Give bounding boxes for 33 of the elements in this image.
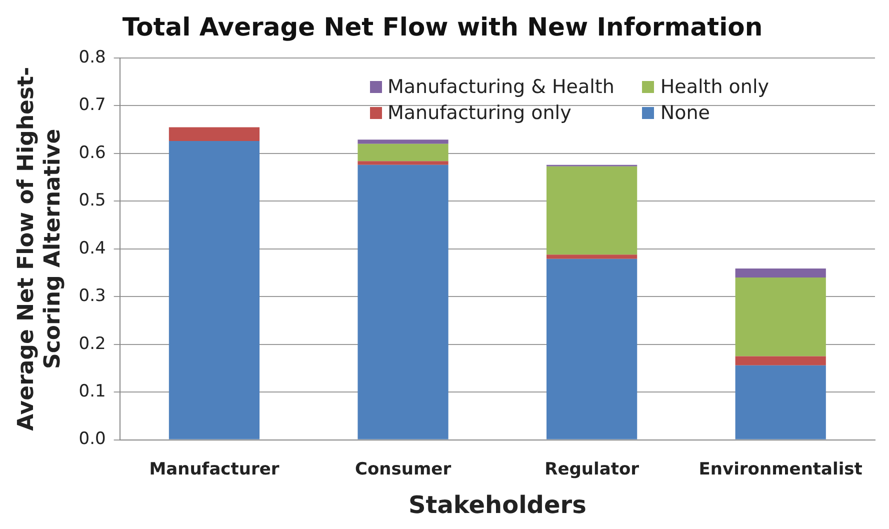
bar — [358, 164, 448, 440]
y-tick-label: 0.0 — [78, 429, 106, 450]
chart-title: Total Average Net Flow with New Information — [122, 12, 763, 42]
y-tick-label: 0.1 — [78, 381, 106, 402]
bar — [358, 161, 448, 165]
bar — [358, 144, 448, 162]
legend-label: Manufacturing only — [388, 102, 572, 124]
bar — [358, 140, 448, 144]
bar — [735, 356, 826, 366]
y-tick-label: 0.7 — [78, 95, 106, 116]
x-tick-label: Manufacturer — [149, 459, 280, 480]
y-tick-label: 0.3 — [78, 286, 106, 306]
bar — [168, 127, 260, 142]
y-tick-label: 0.2 — [78, 334, 106, 354]
x-tick-label: Regulator — [544, 459, 640, 480]
bar — [735, 278, 826, 356]
y-tick-label: 0.8 — [78, 47, 106, 68]
bar — [546, 258, 638, 440]
x-tick-label: Consumer — [354, 459, 452, 480]
y-tick-label: 0.4 — [78, 238, 106, 258]
bar — [735, 268, 826, 278]
bar — [546, 254, 638, 259]
y-axis-title: Average Net Flow of Highest- Scoring Alternative — [14, 66, 66, 431]
legend-label: Health only — [660, 76, 769, 98]
y-tick-label: 0.6 — [78, 142, 106, 163]
bar — [546, 166, 638, 255]
bar — [168, 141, 260, 440]
legend-label: None — [660, 102, 710, 124]
legend-label: Manufacturing & Health — [388, 76, 614, 98]
y-tick-label: 0.5 — [78, 190, 106, 211]
x-tick-label: Environmentalist — [698, 459, 862, 480]
x-axis-title: Stakeholders — [408, 490, 586, 519]
bar — [735, 365, 826, 440]
